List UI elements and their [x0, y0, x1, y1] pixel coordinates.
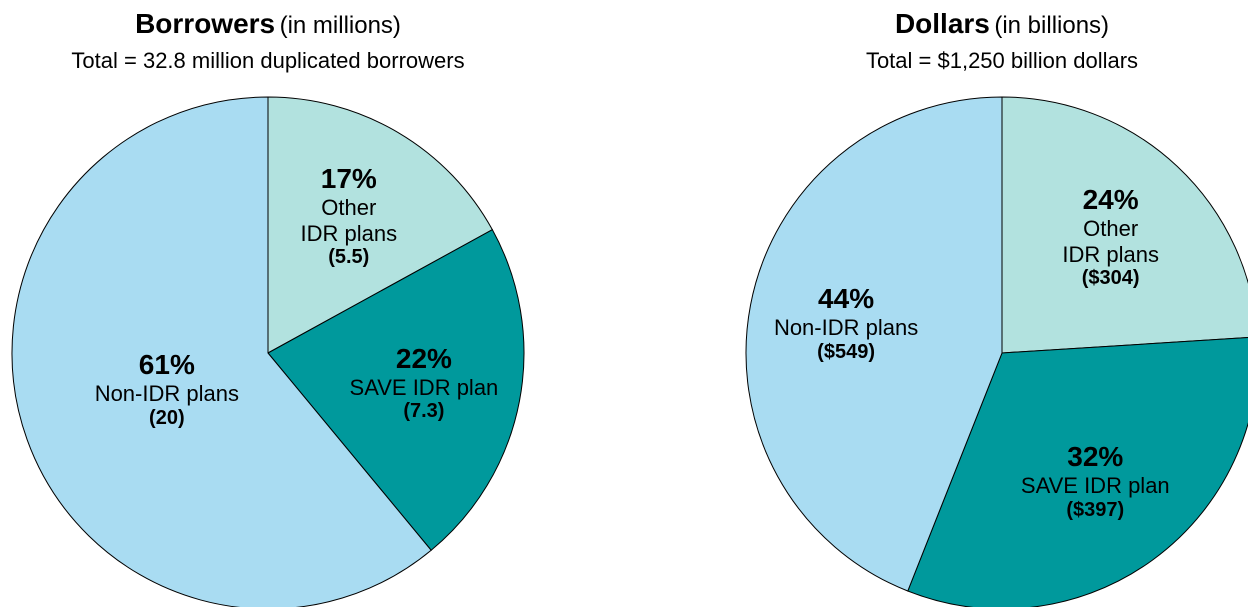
- pie-slice: [267, 228, 525, 551]
- title-main: Borrowers: [135, 8, 276, 39]
- slice-amount: (7.3): [403, 399, 445, 422]
- slice-category: Non-IDR plans: [94, 381, 239, 407]
- slice-label: 17% Other IDR plans (5.5): [300, 164, 397, 270]
- slice-amount: ($397): [1066, 498, 1125, 521]
- pie-slice: [907, 337, 1248, 607]
- chart-title: Borrowers (in millions): [135, 8, 401, 40]
- pie-slice: [745, 96, 1003, 592]
- slice-category: Non-IDR plans: [773, 315, 919, 341]
- pie-slice: [1001, 96, 1248, 354]
- slice-amount: (20): [149, 406, 185, 429]
- slice-category: Other IDR plans: [300, 195, 398, 246]
- title-note: (in millions): [279, 12, 401, 39]
- slice-label: 32% SAVE IDR plan ($397): [1021, 441, 1170, 521]
- chart-subtitle: Total = 32.8 million duplicated borrower…: [71, 48, 465, 73]
- title-main: Dollars: [894, 8, 990, 39]
- slice-percent: 17%: [320, 163, 377, 195]
- slice-percent: 61%: [138, 349, 195, 381]
- chart-title: Dollars (in billions): [895, 8, 1109, 40]
- slice-label: 44% Non-IDR plans ($549): [774, 283, 918, 363]
- slice-label: 22% SAVE IDR plan (7.3): [350, 343, 499, 423]
- slice-label: 61% Non-IDR plans (20): [95, 349, 239, 429]
- title-note: (in billions): [994, 12, 1110, 39]
- slice-amount: (5.5): [328, 246, 370, 269]
- slice-category: Other IDR plans: [1062, 216, 1159, 267]
- slice-percent: 32%: [1067, 441, 1124, 473]
- slice-percent: 44%: [818, 283, 875, 315]
- slice-category: SAVE IDR plan: [349, 374, 499, 400]
- chart-subtitle: Total = $1,250 billion dollars: [865, 48, 1139, 73]
- slice-percent: 22%: [395, 342, 452, 374]
- slice-category: SAVE IDR plan: [1020, 473, 1170, 499]
- slice-percent: 24%: [1082, 184, 1139, 216]
- slice-label: 24% Other IDR plans ($304): [1062, 185, 1159, 291]
- slice-amount: ($549): [817, 340, 875, 363]
- slice-amount: ($304): [1081, 267, 1140, 290]
- pie-slice: [11, 96, 432, 607]
- pie-slice: [267, 96, 494, 354]
